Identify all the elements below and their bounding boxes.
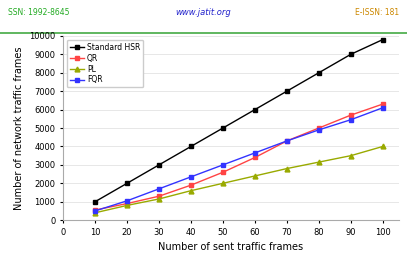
PL	[252, 174, 257, 177]
QR	[221, 171, 225, 174]
PL	[125, 204, 129, 207]
QR	[252, 156, 257, 159]
Legend: Standard HSR, QR, PL, FQR: Standard HSR, QR, PL, FQR	[67, 40, 143, 88]
Standard HSR	[348, 53, 353, 56]
FQR	[157, 187, 162, 190]
Standard HSR	[188, 145, 193, 148]
FQR	[381, 106, 385, 109]
Standard HSR	[221, 126, 225, 130]
FQR	[284, 139, 289, 142]
QR	[157, 195, 162, 198]
Standard HSR	[252, 108, 257, 111]
Standard HSR	[381, 38, 385, 41]
PL	[188, 189, 193, 192]
FQR	[93, 209, 98, 212]
Standard HSR	[93, 200, 98, 203]
Standard HSR	[317, 71, 322, 74]
Line: PL: PL	[93, 144, 385, 215]
PL	[157, 197, 162, 200]
PL	[317, 161, 322, 164]
QR	[348, 114, 353, 117]
Text: www.jatit.org: www.jatit.org	[176, 8, 231, 17]
Standard HSR	[284, 90, 289, 93]
PL	[221, 182, 225, 185]
QR	[284, 139, 289, 142]
QR	[93, 208, 98, 211]
FQR	[252, 151, 257, 154]
Line: QR: QR	[93, 102, 385, 212]
FQR	[317, 128, 322, 131]
FQR	[125, 199, 129, 202]
QR	[188, 184, 193, 187]
X-axis label: Number of sent traffic frames: Number of sent traffic frames	[158, 242, 304, 252]
Standard HSR	[125, 182, 129, 185]
PL	[381, 145, 385, 148]
FQR	[221, 163, 225, 166]
Text: SSN: 1992-8645: SSN: 1992-8645	[8, 8, 70, 17]
Text: E-ISSN: 181: E-ISSN: 181	[355, 8, 399, 17]
QR	[317, 126, 322, 130]
FQR	[348, 118, 353, 121]
PL	[284, 167, 289, 170]
FQR	[188, 175, 193, 178]
Line: Standard HSR: Standard HSR	[93, 37, 385, 204]
Standard HSR	[157, 163, 162, 166]
PL	[348, 154, 353, 157]
Line: FQR: FQR	[93, 105, 385, 213]
QR	[125, 202, 129, 205]
QR	[381, 102, 385, 105]
Y-axis label: Number of network traffic frames: Number of network traffic frames	[14, 46, 24, 210]
PL	[93, 211, 98, 214]
